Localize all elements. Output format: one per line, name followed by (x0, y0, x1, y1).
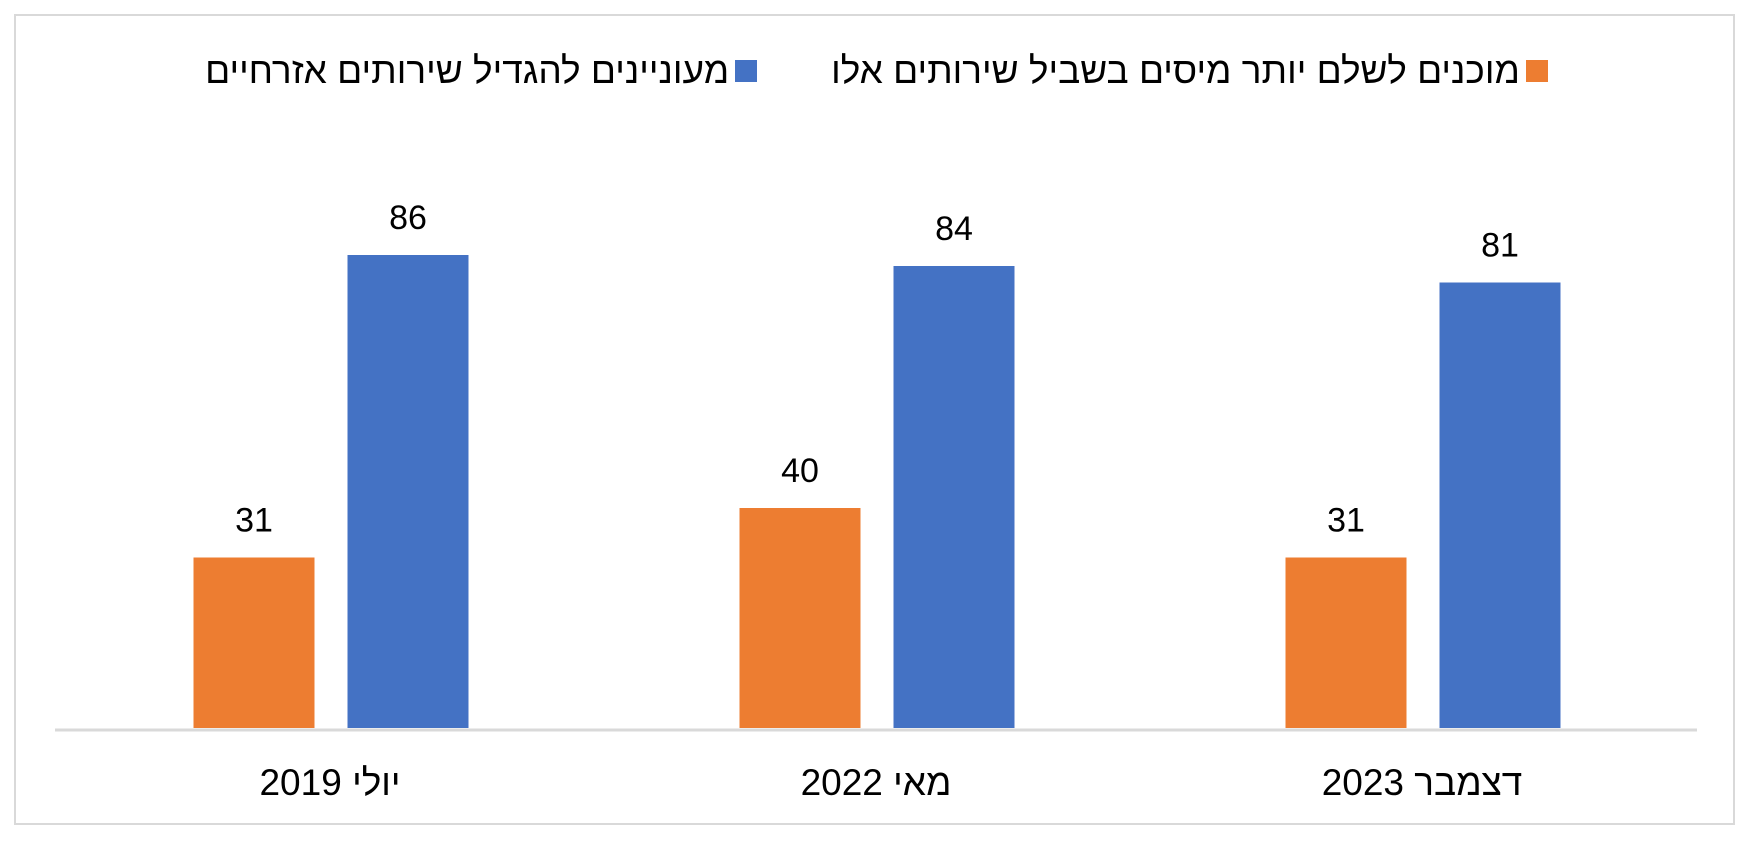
bar-orange-1 (739, 508, 861, 728)
data-label-blue-1: 84 (935, 210, 973, 248)
bars-layer (193, 255, 1561, 728)
bar-orange-0 (193, 557, 315, 728)
bar-blue-2 (1439, 282, 1561, 728)
data-label-orange-0: 31 (235, 502, 273, 540)
data-label-orange-2: 31 (1327, 502, 1365, 540)
category-label-2: דצמבר 2023 (1322, 762, 1523, 803)
category-label-0: יולי 2019 (259, 762, 400, 803)
legend-item-blue: מעוניינים להגדיל שירותים אזרחיים (205, 50, 758, 92)
bar-blue-1 (893, 266, 1015, 728)
bar-blue-0 (347, 255, 469, 728)
legend-swatch-blue (735, 60, 758, 82)
legend-swatch-orange (1525, 60, 1548, 82)
legend-label-orange: מוכנים לשלם יותר מיסים בשביל שירותים אלו (831, 50, 1520, 91)
legend-label-blue: מעוניינים להגדיל שירותים אזרחיים (205, 50, 730, 91)
labels-layer: 31 86 יולי 2019 40 84 מאי 2022 31 81 דצמבר 2023 (235, 199, 1522, 803)
data-label-blue-0: 86 (389, 199, 427, 237)
bar-orange-2 (1285, 557, 1407, 728)
legend-item-orange: מוכנים לשלם יותר מיסים בשביל שירותים אלו (831, 50, 1548, 92)
data-label-blue-2: 81 (1481, 227, 1519, 265)
category-label-1: מאי 2022 (801, 762, 952, 803)
data-label-orange-1: 40 (781, 452, 819, 490)
legend: מוכנים לשלם יותר מיסים בשביל שירותים אלו… (0, 50, 1753, 92)
